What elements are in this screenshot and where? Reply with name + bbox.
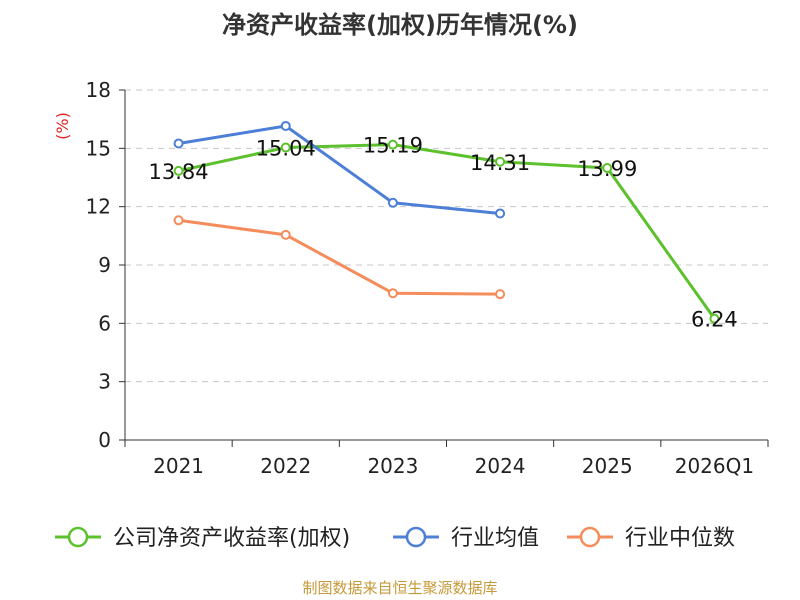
data-labels: 13.84 15.04 15.19 14.31 13.99 6.24 xyxy=(149,134,738,332)
data-label: 14.31 xyxy=(470,151,530,175)
x-tick-label: 2021 xyxy=(153,454,204,478)
data-point xyxy=(387,197,398,208)
data-label: 15.19 xyxy=(363,134,423,158)
legend-label: 公司净资产收益率(加权) xyxy=(113,526,350,551)
data-label: 13.99 xyxy=(577,157,637,181)
legend-marker xyxy=(67,526,89,548)
y-tick-label: 3 xyxy=(98,370,111,394)
data-point xyxy=(709,313,720,324)
series-line xyxy=(178,143,716,320)
y-tick-label: 18 xyxy=(86,78,111,102)
data-point xyxy=(495,156,506,167)
data-label: 13.84 xyxy=(149,160,209,184)
legend-label: 行业中位数 xyxy=(625,526,735,551)
legend: 公司净资产收益率(加权) 行业均值 行业中位数 xyxy=(55,526,735,551)
series-group xyxy=(173,120,720,324)
gridlines xyxy=(125,89,768,383)
data-point xyxy=(280,120,291,131)
legend-label: 行业均值 xyxy=(451,526,539,551)
x-tick-label: 2022 xyxy=(260,454,311,478)
y-tick-label: 0 xyxy=(98,428,111,452)
data-point xyxy=(280,142,291,153)
data-label: 15.04 xyxy=(256,137,316,161)
axes: 0 3 6 9 12 15 18 2021 2022 2023 2024 2025 2026Q1 xyxy=(86,78,769,478)
x-tick-label: 2023 xyxy=(367,454,418,478)
series-line xyxy=(178,124,501,215)
y-tick-label: 9 xyxy=(98,253,111,277)
y-axis-label: (%) xyxy=(53,112,72,140)
data-point xyxy=(495,289,506,300)
source-note: 制图数据来自恒生聚源数据库 xyxy=(302,579,497,597)
legend-marker xyxy=(405,526,427,548)
y-tick-label: 12 xyxy=(86,195,111,219)
data-label: 6.24 xyxy=(691,308,738,332)
y-tick-label: 6 xyxy=(98,311,111,335)
x-tick-label: 2026Q1 xyxy=(675,454,754,478)
y-tick-label: 15 xyxy=(86,136,111,160)
data-point xyxy=(602,162,613,173)
chart-title: 净资产收益率(加权)历年情况(%) xyxy=(222,11,578,39)
series-line xyxy=(178,218,501,296)
data-point xyxy=(387,288,398,299)
data-point xyxy=(173,215,184,226)
data-point xyxy=(173,138,184,149)
data-point xyxy=(387,139,398,150)
data-point xyxy=(173,165,184,176)
data-point xyxy=(280,229,291,240)
x-tick-label: 2025 xyxy=(582,454,633,478)
legend-marker xyxy=(579,526,601,548)
data-point xyxy=(495,208,506,219)
x-tick-label: 2024 xyxy=(475,454,526,478)
